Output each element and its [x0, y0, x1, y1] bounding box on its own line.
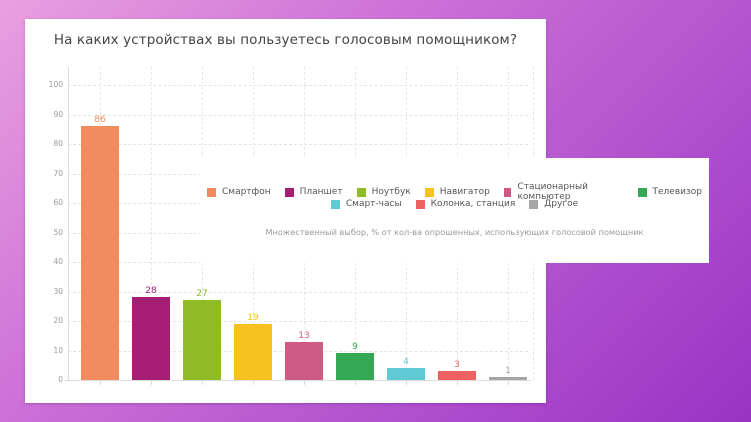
bar-value-label: 1 — [505, 366, 511, 377]
legend-label: Ноутбук — [371, 187, 411, 197]
gridline — [68, 291, 528, 293]
gridline — [68, 85, 528, 86]
legend-label: Смарт-часы — [345, 199, 402, 209]
bar-value-label: 13 — [298, 330, 310, 341]
bar[interactable] — [285, 341, 323, 380]
bar[interactable] — [132, 297, 170, 380]
y-tick-label: 0 — [58, 375, 63, 384]
bar-value-label: 3 — [454, 360, 460, 371]
chart-title: На каких устройствах вы пользуетесь голо… — [53, 32, 518, 48]
legend-item[interactable]: Смартфон — [207, 182, 271, 202]
legend-row: Смартфон Планшет Ноутбук Навигатор Стационар… — [200, 182, 709, 202]
legend-swatch-icon — [503, 187, 512, 197]
legend-item[interactable]: Колонка, станция — [415, 199, 516, 209]
y-tick-label: 10 — [53, 345, 63, 355]
y-tick-label: 50 — [53, 227, 63, 237]
legend-item[interactable]: Планшет — [284, 182, 343, 202]
y-axis — [68, 67, 69, 381]
y-tick-label: 80 — [53, 139, 63, 148]
legend-swatch-icon — [356, 187, 366, 197]
legend-label: Навигатор — [439, 187, 490, 197]
legend-swatch-icon — [415, 199, 425, 209]
y-tick-label: 70 — [53, 168, 63, 178]
x-tick — [508, 381, 509, 385]
legend-swatch-icon — [529, 199, 539, 209]
legend-swatch-icon — [330, 199, 340, 209]
x-tick — [457, 381, 458, 385]
x-tick — [202, 381, 203, 385]
bar[interactable] — [438, 371, 476, 380]
chart-note: Множественный выбор, % от кол-ва опрошен… — [265, 227, 644, 237]
bar[interactable] — [387, 368, 425, 380]
bar-value-label: 86 — [94, 115, 106, 126]
legend-item[interactable]: Навигатор — [424, 182, 490, 202]
bar[interactable] — [183, 300, 221, 380]
x-tick — [355, 381, 356, 385]
legend-swatch-icon — [207, 187, 216, 197]
legend-item[interactable]: Ноутбук — [356, 182, 411, 202]
x-tick — [406, 381, 407, 385]
legend-row: Смарт-часы Колонка, станция Другое — [200, 199, 709, 209]
y-tick-label: 60 — [53, 198, 63, 207]
legend-label: Другое — [544, 199, 579, 209]
legend-label: Стационарный компьютер — [517, 182, 588, 202]
bar[interactable] — [489, 377, 527, 380]
gridline — [151, 67, 152, 380]
legend-label: Телевизор — [652, 187, 702, 197]
legend-swatch-icon — [637, 187, 647, 197]
bar-value-label: 28 — [145, 286, 157, 297]
legend-item[interactable]: Смарт-часы — [330, 199, 402, 209]
legend-card: Смартфон Планшет Ноутбук Навигатор Стационар… — [200, 158, 709, 263]
gridline — [68, 114, 528, 116]
x-tick — [253, 381, 254, 385]
x-tick — [100, 381, 101, 385]
bar[interactable] — [81, 126, 119, 380]
y-tick-label: 90 — [53, 109, 63, 119]
y-tick-label: 40 — [53, 257, 63, 266]
x-axis — [65, 380, 531, 381]
bar-value-label: 27 — [196, 289, 208, 300]
x-tick — [151, 381, 152, 385]
legend-swatch-icon — [424, 187, 434, 197]
legend-swatch-icon — [284, 187, 294, 197]
bar-value-label: 4 — [403, 357, 409, 368]
legend-item[interactable]: Другое — [529, 199, 578, 209]
legend-item[interactable]: Телевизор — [637, 182, 702, 202]
bar-value-label: 9 — [352, 342, 358, 353]
y-tick-label: 100 — [48, 80, 63, 89]
legend-label: Планшет — [299, 187, 343, 197]
bar[interactable] — [234, 323, 272, 380]
legend-label: Колонка, станция — [430, 199, 516, 209]
legend-item[interactable]: Стационарный компьютер — [503, 182, 624, 202]
y-tick-label: 30 — [53, 286, 63, 296]
gridline — [68, 321, 528, 322]
bar[interactable] — [336, 353, 374, 380]
y-tick-label: 20 — [53, 316, 63, 325]
legend-label: Смартфон — [222, 187, 271, 197]
x-tick — [304, 381, 305, 385]
bar-value-label: 19 — [247, 312, 259, 323]
gridline — [68, 144, 528, 145]
